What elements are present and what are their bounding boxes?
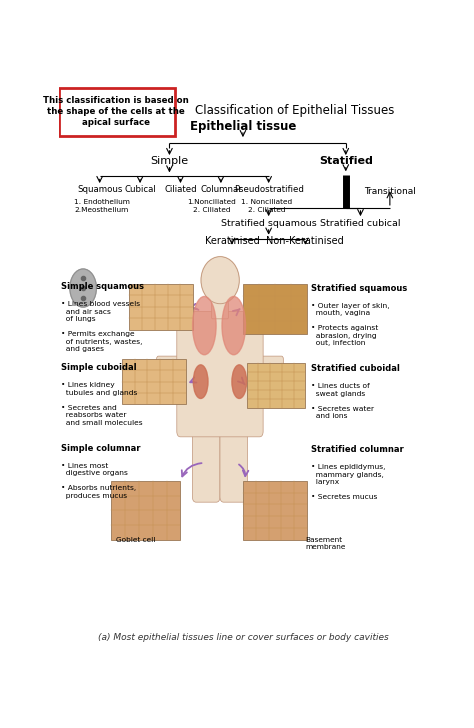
FancyBboxPatch shape: [220, 397, 247, 502]
Text: Simple: Simple: [150, 157, 189, 167]
FancyBboxPatch shape: [246, 363, 305, 408]
Text: (a) Most epithelial tissues line or cover surfaces or body cavities: (a) Most epithelial tissues line or cove…: [98, 633, 388, 642]
Text: • Lines ducts of
  sweat glands

• Secretes water
  and ions: • Lines ducts of sweat glands • Secretes…: [311, 384, 374, 419]
Text: Non-Keratinised: Non-Keratinised: [266, 236, 344, 246]
Text: Epithelial tissue: Epithelial tissue: [190, 120, 296, 133]
Text: Simple squamous: Simple squamous: [61, 282, 144, 291]
Text: Stratified cuboidal: Stratified cuboidal: [311, 364, 400, 373]
Text: Statified: Statified: [319, 157, 373, 167]
Text: Transitional: Transitional: [364, 187, 416, 196]
FancyBboxPatch shape: [256, 356, 283, 372]
Text: Stratified cubical: Stratified cubical: [320, 219, 401, 228]
Text: 1. Nonciliated
2. Ciliated: 1. Nonciliated 2. Ciliated: [241, 199, 292, 213]
Text: • Lines blood vessels
  and air sacs
  of lungs

• Permits exchange
  of nutrien: • Lines blood vessels and air sacs of lu…: [61, 301, 143, 352]
Text: Stratified squamous: Stratified squamous: [311, 283, 407, 293]
Text: Simple cuboidal: Simple cuboidal: [61, 363, 137, 372]
Text: • Lines most
  digestive organs

• Absorbs nutrients,
  produces mucus: • Lines most digestive organs • Absorbs …: [61, 463, 137, 499]
FancyBboxPatch shape: [243, 481, 307, 539]
FancyBboxPatch shape: [59, 88, 175, 136]
FancyBboxPatch shape: [243, 283, 307, 334]
Text: Keratinised: Keratinised: [204, 236, 259, 246]
Text: • Outer layer of skin,
  mouth, vagina

• Protects against
  abrasion, drying
  : • Outer layer of skin, mouth, vagina • P…: [311, 303, 390, 346]
Ellipse shape: [222, 296, 246, 355]
Text: Stratified squamous: Stratified squamous: [221, 219, 317, 228]
Text: • Lines epididymus,
  mammary glands,
  larynx

• Secretes mucus: • Lines epididymus, mammary glands, lary…: [311, 464, 385, 500]
FancyBboxPatch shape: [110, 481, 181, 539]
FancyBboxPatch shape: [211, 301, 228, 319]
Text: This classification is based on
the shape of the cells at the
apical surface: This classification is based on the shap…: [43, 96, 189, 127]
Text: Goblet cell: Goblet cell: [116, 537, 155, 543]
Text: Cubical: Cubical: [124, 186, 156, 194]
FancyBboxPatch shape: [177, 312, 263, 437]
Text: Classification of Epithelial Tissues: Classification of Epithelial Tissues: [195, 104, 394, 117]
Text: 1.Nonciliated
2. Ciliated: 1.Nonciliated 2. Ciliated: [187, 199, 236, 213]
Ellipse shape: [70, 269, 96, 307]
Ellipse shape: [201, 257, 239, 304]
FancyBboxPatch shape: [156, 356, 184, 372]
Text: Basement
membrane: Basement membrane: [305, 537, 346, 550]
Text: Pseudostratified: Pseudostratified: [234, 186, 303, 194]
Text: Squamous: Squamous: [77, 186, 122, 194]
Text: 1. Endothelium
2.Meosthelium: 1. Endothelium 2.Meosthelium: [74, 199, 130, 213]
Ellipse shape: [193, 365, 208, 398]
Ellipse shape: [232, 365, 246, 398]
Text: • Lines kidney
  tubules and glands

• Secretes and
  reabsorbs water
  and smal: • Lines kidney tubules and glands • Secr…: [61, 382, 143, 426]
FancyBboxPatch shape: [192, 397, 220, 502]
Text: Ciliated: Ciliated: [164, 186, 197, 194]
Ellipse shape: [192, 296, 216, 355]
Text: Stratified columnar: Stratified columnar: [311, 445, 404, 454]
Text: Simple columnar: Simple columnar: [61, 444, 141, 453]
FancyBboxPatch shape: [129, 284, 193, 330]
Text: Columnar: Columnar: [200, 186, 242, 194]
FancyBboxPatch shape: [122, 359, 186, 404]
